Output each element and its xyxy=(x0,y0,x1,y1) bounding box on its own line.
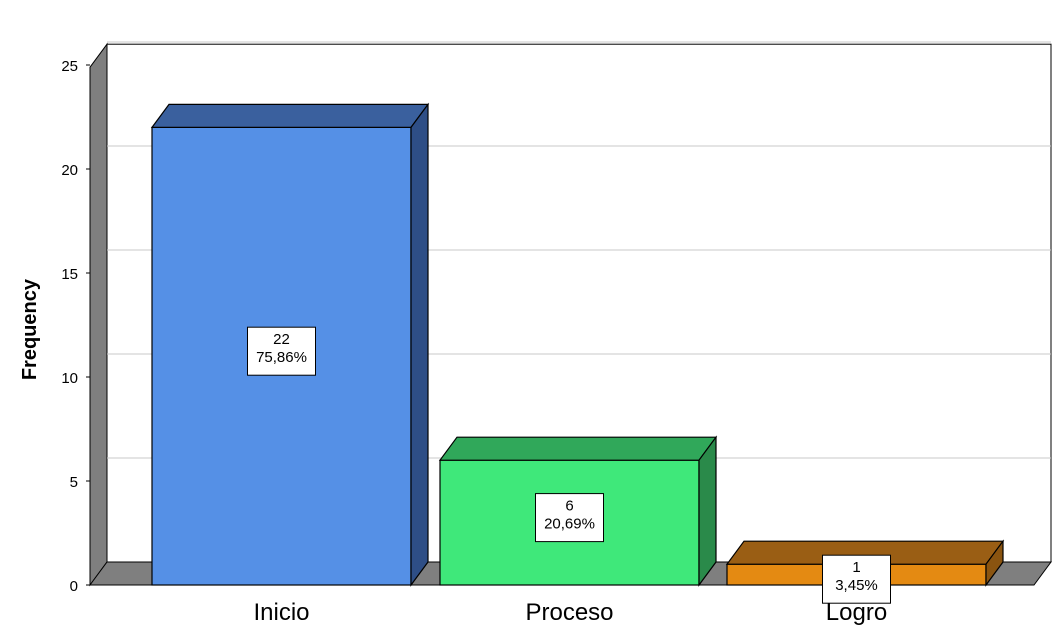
bar-top-face xyxy=(150,103,430,129)
y-tick-label: 25 xyxy=(61,58,78,75)
x-tick-label: Inicio xyxy=(253,599,309,625)
x-tick-label: Proceso xyxy=(525,599,613,625)
data-label-percent: 20,69% xyxy=(544,516,595,533)
y-tick-label: 0 xyxy=(70,578,78,595)
data-label-percent: 3,45% xyxy=(835,577,878,594)
data-label-box xyxy=(247,326,316,376)
y-tick-label: 5 xyxy=(70,474,78,491)
y-tick-label: 10 xyxy=(61,370,78,387)
data-label-count: 22 xyxy=(273,331,290,348)
wall-left-side xyxy=(89,42,108,587)
bar-side-face xyxy=(985,539,1004,587)
data-label-count: 6 xyxy=(565,498,573,515)
data-label-count: 1 xyxy=(852,559,860,576)
data-label-box xyxy=(822,554,891,604)
y-axis-label: Frequency xyxy=(19,278,41,380)
data-label-box xyxy=(535,493,604,543)
bar-top-face xyxy=(438,436,718,461)
bar-side-face xyxy=(410,102,429,587)
y-tick-label: 20 xyxy=(61,162,78,179)
x-tick-label: Logro xyxy=(826,599,887,625)
y-tick-label: 15 xyxy=(61,266,78,283)
bar-side-face xyxy=(698,435,717,587)
data-label-percent: 75,86% xyxy=(256,349,307,366)
